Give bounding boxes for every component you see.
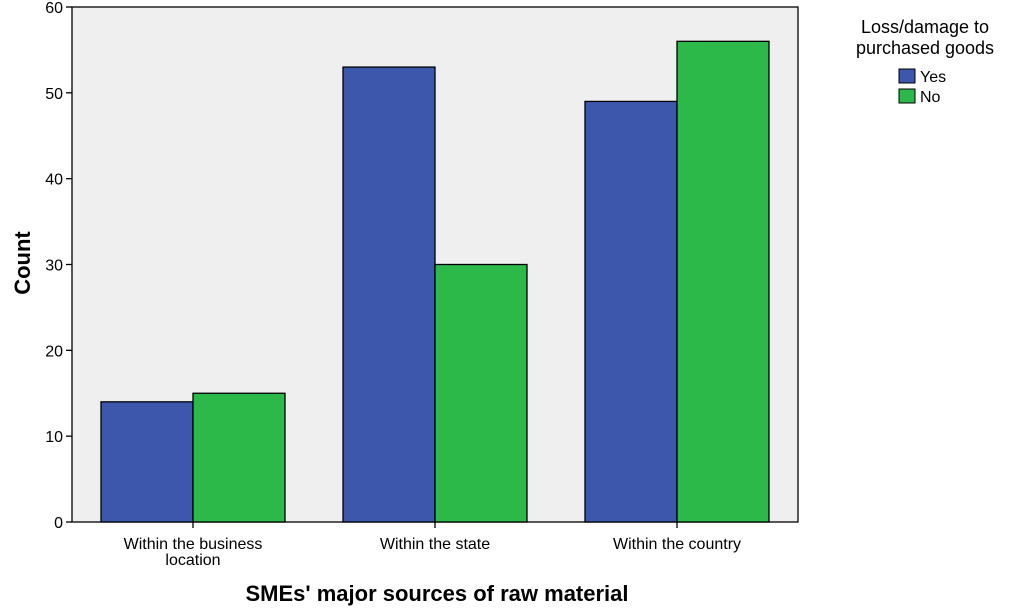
x-category-label: Within the state	[380, 536, 490, 553]
y-tick-label: 0	[54, 515, 63, 532]
legend-title-line-2: purchased goods	[856, 38, 994, 58]
x-category-label: Within the country	[613, 536, 741, 553]
bar-yes-1	[342, 66, 436, 523]
y-tick-label: 40	[45, 172, 63, 189]
legend-swatch-no	[898, 88, 916, 104]
legend-title-line-1: Loss/damage to	[861, 17, 989, 37]
legend-label-yes: Yes	[920, 69, 946, 86]
bars-group	[100, 40, 770, 523]
legend-swatch-yes	[898, 68, 916, 84]
bar-no-0	[192, 392, 286, 523]
y-axis: 0 10 20 30 40 50 60	[45, 0, 72, 532]
bar-no-1	[434, 263, 528, 523]
y-tick-label: 20	[45, 343, 63, 360]
y-tick-label: 60	[45, 0, 63, 17]
y-tick-label: 10	[45, 429, 63, 446]
x-category-label: Within the business location	[124, 536, 263, 569]
x-axis-title: SMEs' major sources of raw material	[245, 581, 628, 606]
y-axis-title: Count	[10, 231, 35, 295]
bar-yes-2	[584, 100, 678, 523]
legend: Loss/damage to purchased goods Yes No	[856, 17, 994, 106]
legend-label-no: No	[920, 89, 941, 106]
y-tick-label: 30	[45, 258, 63, 275]
bar-yes-0	[100, 401, 194, 523]
bar-no-2	[676, 40, 770, 523]
y-tick-label: 50	[45, 86, 63, 103]
x-axis: Within the business location Within the st…	[124, 522, 741, 569]
